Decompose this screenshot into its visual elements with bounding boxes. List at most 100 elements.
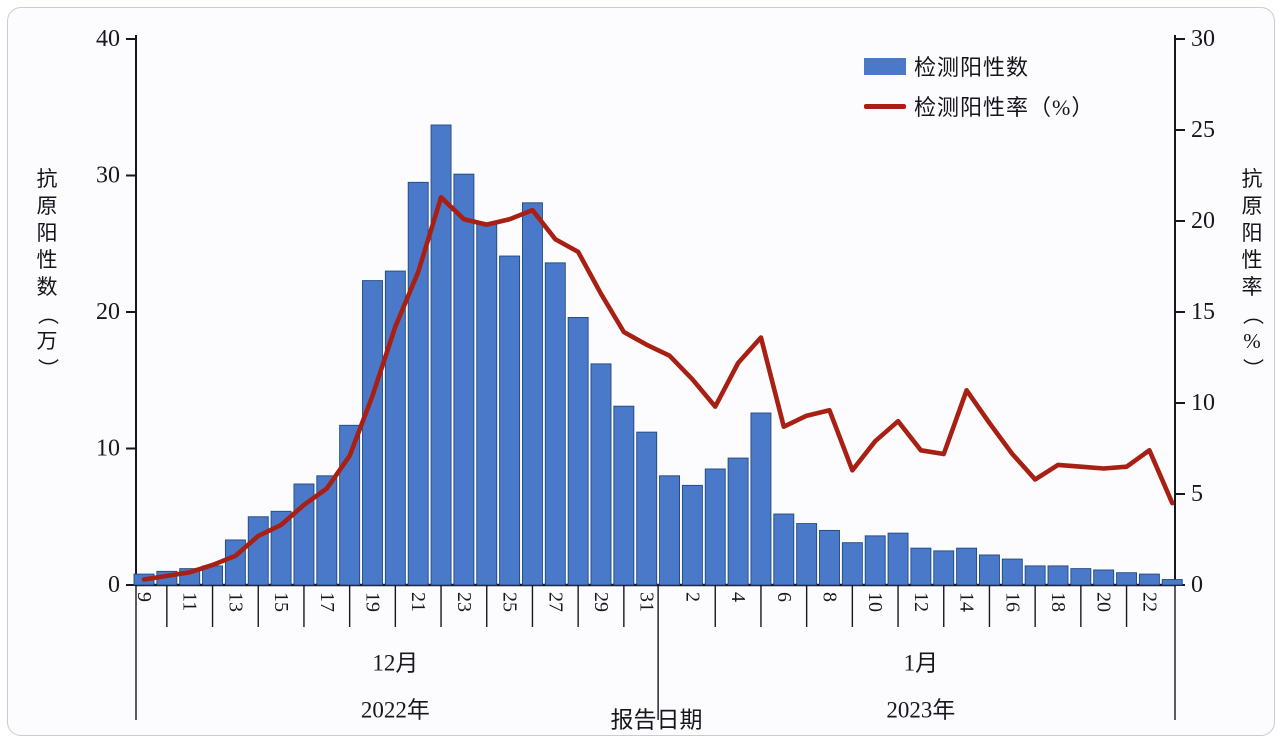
bar xyxy=(1093,569,1115,586)
bar xyxy=(864,535,886,586)
x-month-label: 1月 xyxy=(904,651,939,676)
x-day-label: 12 xyxy=(910,592,932,612)
x-day-label: 23 xyxy=(453,592,475,612)
bar-series xyxy=(133,124,1183,586)
bar xyxy=(933,550,955,586)
bar xyxy=(362,280,383,586)
bar xyxy=(590,363,612,586)
right-axis-tick-label: 20 xyxy=(1191,208,1215,234)
bar xyxy=(1047,565,1069,586)
bar xyxy=(704,468,726,586)
bar xyxy=(430,124,452,586)
bar xyxy=(910,547,932,586)
bar xyxy=(544,262,566,586)
x-day-label: 18 xyxy=(1047,592,1069,612)
axis-title-char: 性 xyxy=(36,248,58,272)
x-day-label: 21 xyxy=(407,592,429,612)
bar xyxy=(1001,558,1023,586)
left-axis-tick-label: 10 xyxy=(96,436,120,462)
bar xyxy=(750,412,772,586)
legend-item: 检测阳性数 xyxy=(864,46,1094,86)
bar xyxy=(247,516,269,586)
bar xyxy=(613,405,635,586)
axis-title-char: ） xyxy=(35,358,60,379)
legend-label: 检测阳性率（%） xyxy=(914,95,1095,120)
right-axis-tick-label: 25 xyxy=(1191,117,1215,143)
x-day-label: 2 xyxy=(681,592,703,602)
axis-title-char: 阳 xyxy=(36,221,58,245)
x-day-label: 16 xyxy=(1001,592,1023,612)
bar xyxy=(316,475,338,586)
x-day-label: 19 xyxy=(362,592,384,612)
axis-title-char: ） xyxy=(1240,358,1265,379)
axis-title-char: 率 xyxy=(1241,275,1263,299)
bar xyxy=(681,484,703,586)
x-day-label: 14 xyxy=(956,592,978,612)
axis-title-char: 数 xyxy=(36,275,58,299)
axis-title-char: % xyxy=(1243,329,1261,353)
bar xyxy=(384,270,406,586)
x-day-label: 22 xyxy=(1138,592,1160,612)
bar xyxy=(956,547,978,586)
x-axis-title: 报告日期 xyxy=(611,708,703,733)
axis-title-char: 原 xyxy=(1241,194,1263,218)
bar xyxy=(476,224,498,586)
x-year-label: 2022年 xyxy=(361,698,430,723)
chart-canvas: 0 10 20 30 40 0 5 10 15 20 25 30 9 11 13 15 17 19 21 23 25 27… xyxy=(96,26,1215,733)
bar xyxy=(659,475,680,586)
x-day-label: 6 xyxy=(773,592,795,602)
x-day-label: 29 xyxy=(590,592,612,612)
x-day-label: 27 xyxy=(544,592,566,612)
x-day-label: 4 xyxy=(727,592,749,602)
bar xyxy=(499,255,521,586)
bar xyxy=(522,202,543,586)
bar xyxy=(567,317,589,586)
right-axis-tick-label: 15 xyxy=(1191,299,1215,325)
bar xyxy=(979,554,1000,586)
left-axis-title: 抗原阳性数 （ 万 ） xyxy=(32,166,62,382)
x-day-label: 9 xyxy=(133,592,155,602)
axis-title-char: 原 xyxy=(36,194,58,218)
legend-line-swatch xyxy=(864,103,906,109)
bar xyxy=(841,542,863,586)
left-axis-tick-label: 30 xyxy=(96,163,120,189)
x-day-label: 10 xyxy=(864,592,886,612)
legend-item: 检测阳性率（%） xyxy=(864,86,1094,126)
right-axis-tick-label: 5 xyxy=(1191,481,1203,507)
x-month-label: 12月 xyxy=(372,651,418,676)
right-axis-tick-label: 30 xyxy=(1191,26,1215,52)
right-axis-title: 抗原阳性率 （% ） xyxy=(1237,166,1267,382)
axis-title-char: 抗 xyxy=(36,167,58,191)
left-axis-tick-label: 0 xyxy=(108,572,120,598)
bar xyxy=(339,424,361,586)
axis-title-char: （ xyxy=(1240,304,1265,325)
x-day-label: 8 xyxy=(819,592,841,602)
x-day-label: 31 xyxy=(636,592,658,612)
right-axis-tick-label: 10 xyxy=(1191,390,1215,416)
x-day-label: 25 xyxy=(499,592,521,612)
bar xyxy=(1116,572,1138,586)
bar xyxy=(1138,573,1160,586)
bar xyxy=(819,529,840,586)
x-day-label: 17 xyxy=(316,592,338,612)
left-axis-tick-label: 40 xyxy=(96,26,120,52)
axis-title-char: （ xyxy=(35,304,60,325)
axis-title-char: 性 xyxy=(1241,248,1263,272)
bar xyxy=(1161,579,1183,586)
right-axis-tick-label: 0 xyxy=(1191,572,1203,598)
bar xyxy=(796,523,818,586)
legend: 检测阳性数检测阳性率（%） xyxy=(864,46,1094,126)
x-day-label: 15 xyxy=(270,592,292,612)
bar xyxy=(1024,565,1046,586)
bar xyxy=(727,457,749,586)
bar xyxy=(453,173,475,586)
legend-bar-swatch xyxy=(864,57,906,75)
axis-title-char: 万 xyxy=(36,329,58,353)
left-axis-tick-label: 20 xyxy=(96,299,120,325)
axis-title-char: 阳 xyxy=(1241,221,1263,245)
bar xyxy=(887,532,909,586)
legend-label: 检测阳性数 xyxy=(914,55,1030,80)
x-day-label: 11 xyxy=(179,592,201,611)
x-day-label: 20 xyxy=(1093,592,1115,612)
x-year-label: 2023年 xyxy=(886,698,955,723)
